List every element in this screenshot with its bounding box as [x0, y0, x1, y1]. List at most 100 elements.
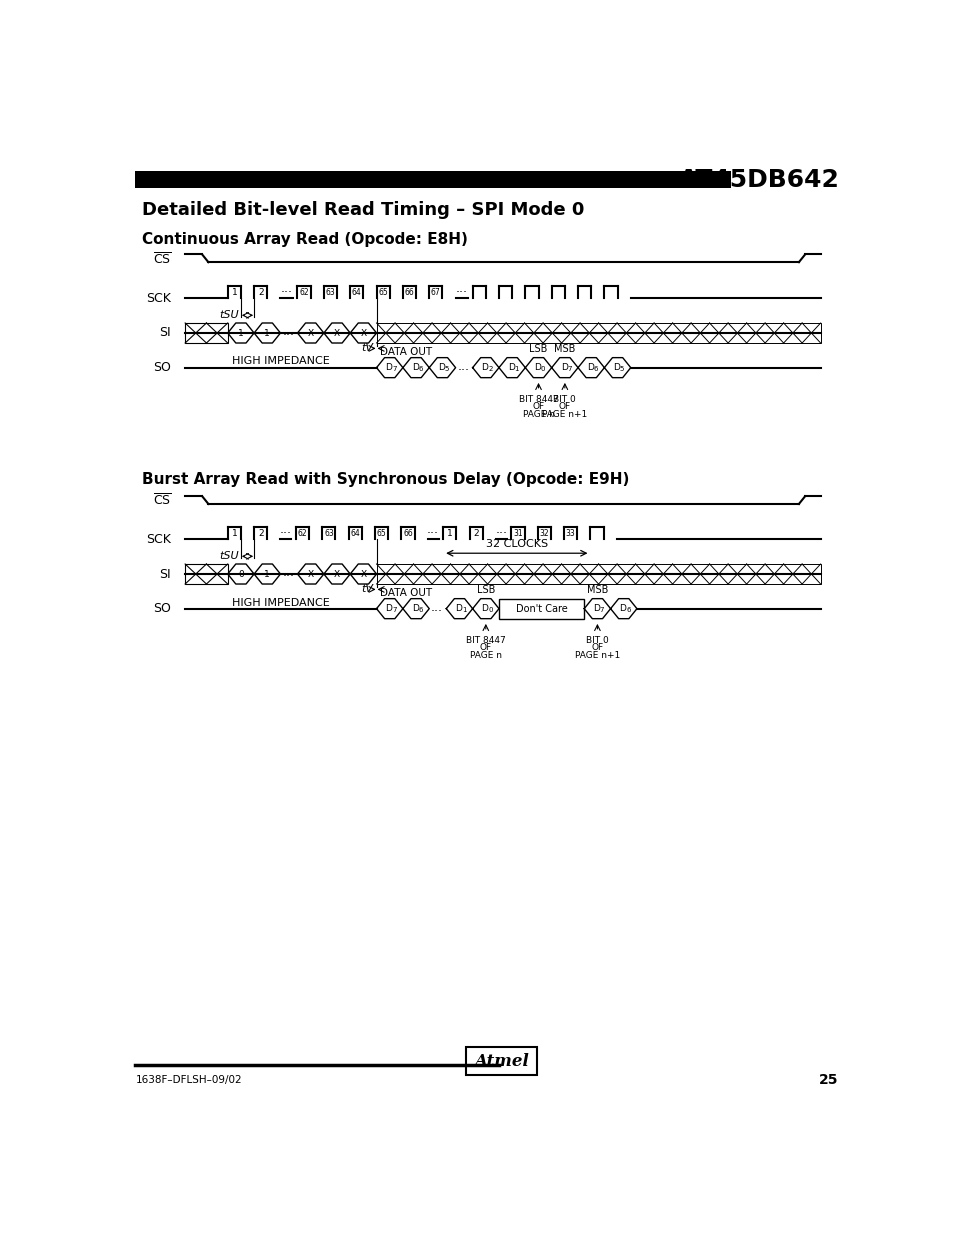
Text: $\overline{\mathsf{CS}}$: $\overline{\mathsf{CS}}$: [152, 493, 171, 509]
Text: tSU: tSU: [219, 551, 238, 561]
Text: PAGE n+1: PAGE n+1: [575, 651, 619, 659]
Text: ...: ...: [431, 600, 442, 614]
Text: 7: 7: [599, 608, 603, 614]
Text: D: D: [613, 363, 619, 372]
Text: 65: 65: [376, 529, 386, 537]
Text: 6: 6: [625, 608, 630, 614]
Text: OF: OF: [532, 403, 544, 411]
Text: 1: 1: [514, 367, 518, 372]
Text: ...: ...: [282, 566, 294, 579]
Text: ...: ...: [282, 325, 294, 338]
Text: X: X: [334, 329, 339, 337]
Text: tSU: tSU: [219, 310, 238, 320]
Text: MSB: MSB: [554, 343, 575, 353]
Text: 1: 1: [232, 288, 237, 296]
Text: D: D: [586, 363, 594, 372]
Text: LSB: LSB: [476, 585, 495, 595]
Text: SI: SI: [159, 568, 171, 580]
Text: D: D: [560, 363, 567, 372]
Text: 7: 7: [567, 367, 571, 372]
Text: 1638F–DFLSH–09/02: 1638F–DFLSH–09/02: [136, 1074, 243, 1084]
Text: 25: 25: [818, 1073, 838, 1087]
Text: D: D: [385, 604, 392, 613]
Text: ...: ...: [456, 359, 469, 373]
Text: ...: ...: [456, 282, 467, 294]
Text: 6: 6: [418, 608, 422, 614]
Text: BIT 8447: BIT 8447: [518, 395, 558, 404]
Text: 1: 1: [232, 529, 237, 537]
Text: SCK: SCK: [146, 532, 171, 546]
Text: 2: 2: [473, 529, 478, 537]
Text: HIGH IMPEDANCE: HIGH IMPEDANCE: [232, 357, 330, 367]
Text: AT45DB642: AT45DB642: [679, 168, 840, 191]
Text: SO: SO: [153, 361, 171, 374]
Text: BIT 0: BIT 0: [585, 636, 608, 645]
Text: ...: ...: [280, 282, 293, 294]
Text: 1: 1: [264, 329, 270, 337]
Text: D: D: [593, 604, 599, 613]
Bar: [498, 599, 583, 619]
Text: HIGH IMPEDANCE: HIGH IMPEDANCE: [232, 598, 330, 608]
Text: 1: 1: [264, 569, 270, 578]
Text: 32: 32: [539, 529, 549, 537]
Text: Atmel: Atmel: [474, 1053, 528, 1070]
Text: 0: 0: [488, 608, 492, 614]
Bar: [376, 564, 820, 584]
Text: 6: 6: [418, 367, 422, 372]
FancyBboxPatch shape: [465, 1047, 537, 1076]
Bar: [185, 324, 228, 343]
Text: MSB: MSB: [586, 585, 607, 595]
Text: 63: 63: [324, 529, 334, 537]
Text: Burst Array Read with Synchronous Delay (Opcode: E9H): Burst Array Read with Synchronous Delay …: [142, 472, 629, 487]
Text: 66: 66: [402, 529, 413, 537]
Text: D: D: [412, 363, 418, 372]
Text: X: X: [307, 329, 314, 337]
Bar: [134, 172, 731, 188]
Text: PAGE n+1: PAGE n+1: [541, 410, 587, 419]
Text: ...: ...: [279, 522, 292, 536]
Text: X: X: [360, 329, 366, 337]
Text: OF: OF: [558, 403, 570, 411]
Text: ...: ...: [495, 522, 507, 536]
Text: DATA OUT: DATA OUT: [379, 588, 432, 598]
Text: tV: tV: [361, 343, 373, 353]
Text: 1: 1: [461, 608, 466, 614]
Text: DATA OUT: DATA OUT: [379, 347, 432, 357]
Text: 64: 64: [352, 288, 361, 296]
Text: 2: 2: [488, 367, 492, 372]
Bar: [185, 564, 228, 584]
Text: SI: SI: [159, 326, 171, 340]
Text: 7: 7: [392, 367, 396, 372]
Text: 2: 2: [257, 529, 263, 537]
Text: 32 CLOCKS: 32 CLOCKS: [485, 538, 547, 548]
Text: Don't Care: Don't Care: [516, 604, 567, 614]
Text: OF: OF: [591, 643, 603, 652]
Text: tV: tV: [361, 584, 373, 594]
Text: 33: 33: [565, 529, 575, 537]
Text: D: D: [507, 363, 515, 372]
Text: Detailed Bit-level Read Timing – SPI Mode 0: Detailed Bit-level Read Timing – SPI Mod…: [142, 201, 584, 219]
Text: X: X: [307, 569, 314, 578]
Text: Continuous Array Read (Opcode: E8H): Continuous Array Read (Opcode: E8H): [142, 231, 468, 247]
Text: D: D: [455, 604, 461, 613]
Text: X: X: [360, 569, 366, 578]
Text: BIT 0: BIT 0: [553, 395, 576, 404]
Text: 5: 5: [444, 367, 449, 372]
Text: 62: 62: [299, 288, 309, 296]
Text: D: D: [481, 604, 488, 613]
Text: D: D: [481, 363, 488, 372]
Text: 67: 67: [431, 288, 440, 296]
Text: 65: 65: [378, 288, 388, 296]
Text: 1: 1: [446, 529, 452, 537]
Text: D: D: [534, 363, 540, 372]
Text: D: D: [385, 363, 392, 372]
Text: PAGE n: PAGE n: [469, 651, 501, 659]
Text: SCK: SCK: [146, 291, 171, 305]
Text: SO: SO: [153, 603, 171, 615]
Text: 63: 63: [325, 288, 335, 296]
Text: 64: 64: [350, 529, 359, 537]
Text: 6: 6: [593, 367, 598, 372]
Text: OF: OF: [479, 643, 492, 652]
Text: 1: 1: [238, 329, 244, 337]
Text: PAGE n: PAGE n: [522, 410, 554, 419]
